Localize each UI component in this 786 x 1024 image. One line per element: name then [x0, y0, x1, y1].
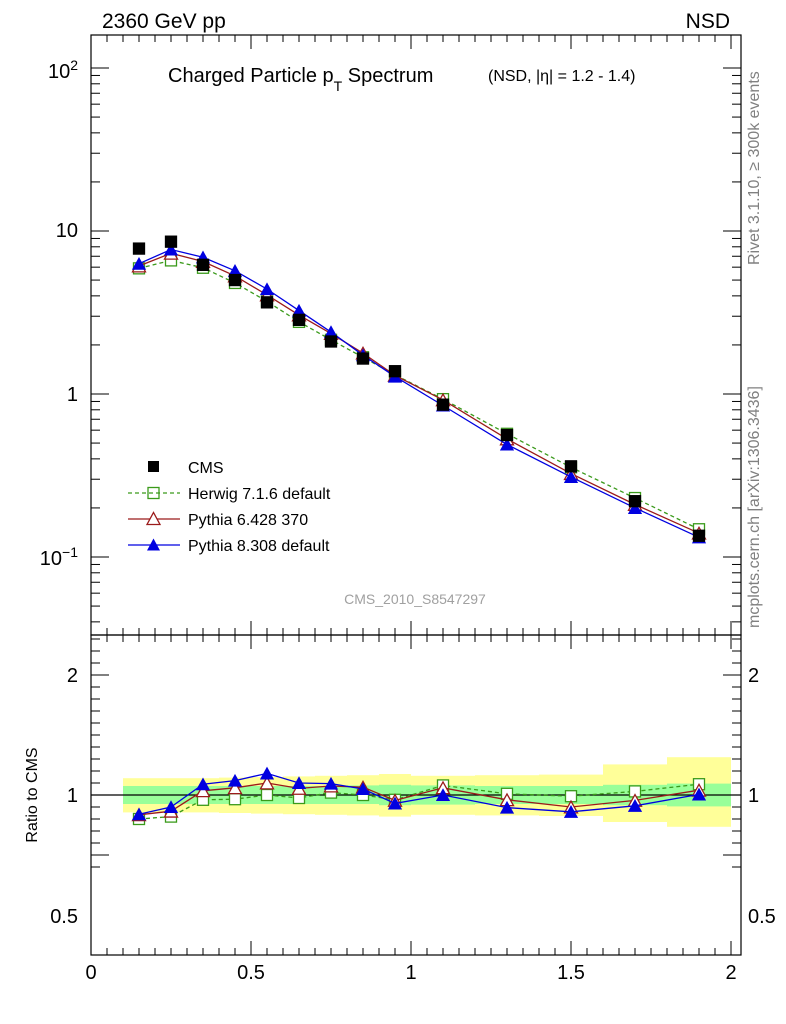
legend-label-pythia6: Pythia 6.428 370	[188, 512, 308, 529]
ratio-pythia8-point	[627, 799, 643, 812]
cms-point	[564, 460, 578, 473]
cms-point	[260, 296, 274, 309]
pythia8-point	[259, 282, 275, 296]
cms-point	[500, 428, 514, 442]
pythia8-point	[627, 501, 643, 514]
ytick-100-base: 10	[48, 61, 70, 83]
legend-marker-pythia8	[147, 538, 160, 551]
xtick-label-0.5: 0.5	[237, 962, 265, 984]
cms-point	[692, 529, 706, 542]
ratio-pythia6-point	[227, 780, 243, 795]
ratio-ytick-0.5: 0.5	[50, 906, 78, 928]
ratio-pythia8-point	[435, 788, 451, 802]
ytick-100-exp: 2	[70, 57, 78, 73]
ratio-herwig-point	[228, 793, 242, 806]
ratio-pythia8-point	[355, 782, 371, 796]
main-title: Charged Particle pT Spectrum	[168, 65, 433, 94]
cms-point	[356, 352, 370, 365]
pythia8-point	[163, 242, 179, 256]
xtick-label-1.5: 1.5	[557, 962, 585, 984]
title-sub: T	[334, 78, 343, 94]
main-axis-ticks	[90, 35, 741, 635]
ratio-pythia8-point	[291, 776, 307, 790]
ratio-frame	[90, 634, 742, 956]
xtick-label-0: 0	[85, 962, 96, 984]
watermark: CMS_2010_S8547297	[344, 591, 486, 607]
ratio-ytick-2-right: 2	[748, 665, 759, 687]
legend-marker-herwig	[147, 486, 160, 500]
ratio-pythia6-point	[195, 783, 211, 798]
ratio-pythia8-point	[163, 800, 179, 814]
ratio-panel: 2 1 0.5 2 1 0.5 Ratio to CMS 0 0.5 1 1.5…	[24, 634, 776, 984]
ratio-herwig-point	[260, 788, 274, 802]
ytick-0.1-base: 10	[40, 548, 62, 570]
main-panel: Charged Particle pT Spectrum (NSD, |η| =…	[40, 34, 742, 636]
legend-label-cms: CMS	[188, 460, 224, 477]
ytick-0.1-exp: −1	[62, 544, 78, 560]
pythia8-point	[563, 470, 579, 483]
ratio-pythia8-point	[499, 800, 515, 814]
ratio-pythia6-point	[259, 775, 275, 790]
header-left: 2360 GeV pp	[102, 10, 226, 33]
xtick-label-2: 2	[725, 962, 736, 984]
cms-point	[628, 495, 642, 508]
title-paren: (NSD, |η| = 1.2 - 1.4)	[488, 68, 635, 85]
ytick-label-10: 10	[56, 220, 78, 242]
cms-point	[196, 258, 210, 271]
ratio-pythia8-point	[563, 805, 579, 818]
cms-point	[292, 313, 306, 327]
ratio-pythia8-point	[387, 796, 403, 810]
ratio-ylabel: Ratio to CMS	[24, 747, 41, 842]
title-after: Spectrum	[342, 65, 433, 87]
main-series-group	[131, 235, 707, 544]
xtick-label-1: 1	[405, 962, 416, 984]
ratio-pythia8-point	[691, 787, 707, 801]
pythia8-point	[131, 256, 147, 270]
cms-point	[388, 365, 402, 378]
header-right: NSD	[686, 10, 730, 33]
cms-point	[436, 398, 450, 411]
ratio-pythia8-point	[131, 807, 147, 821]
cms-point	[324, 335, 338, 348]
rivet-label: Rivet 3.1.10, ≥ 300k events	[746, 71, 763, 265]
ytick-label-100: 102	[48, 57, 78, 83]
ratio-pythia8-point	[259, 766, 275, 780]
mcplots-label: mcplots.cern.ch [arXiv:1306.3436]	[746, 386, 763, 628]
cms-point	[164, 235, 178, 248]
legend-label-pythia8: Pythia 8.308 default	[188, 538, 330, 555]
ratio-series-group	[131, 766, 707, 826]
legend-marker-pythia6	[145, 511, 162, 526]
ratio-ytick-1: 1	[67, 785, 78, 807]
ratio-pythia8-point	[323, 776, 339, 790]
ytick-label-1: 1	[67, 384, 78, 406]
pythia8-point	[499, 437, 515, 451]
ratio-pythia8-point	[227, 773, 243, 787]
legend-label-herwig: Herwig 7.1.6 default	[188, 486, 331, 503]
ratio-pythia8-point	[195, 777, 211, 791]
cms-point	[132, 242, 146, 255]
ytick-label-0.1: 10−1	[40, 544, 78, 570]
legend-marker-cms	[148, 461, 159, 472]
ratio-pythia8-line	[138, 772, 700, 815]
ratio-ytick-2: 2	[67, 665, 78, 687]
legend: CMS Herwig 7.1.6 default Pythia 6.428 37…	[128, 460, 331, 555]
ratio-ytick-0.5-right: 0.5	[748, 906, 776, 928]
ratio-ytick-1-right: 1	[748, 785, 759, 807]
title-main: Charged Particle p	[168, 65, 334, 87]
cms-point	[228, 273, 242, 287]
